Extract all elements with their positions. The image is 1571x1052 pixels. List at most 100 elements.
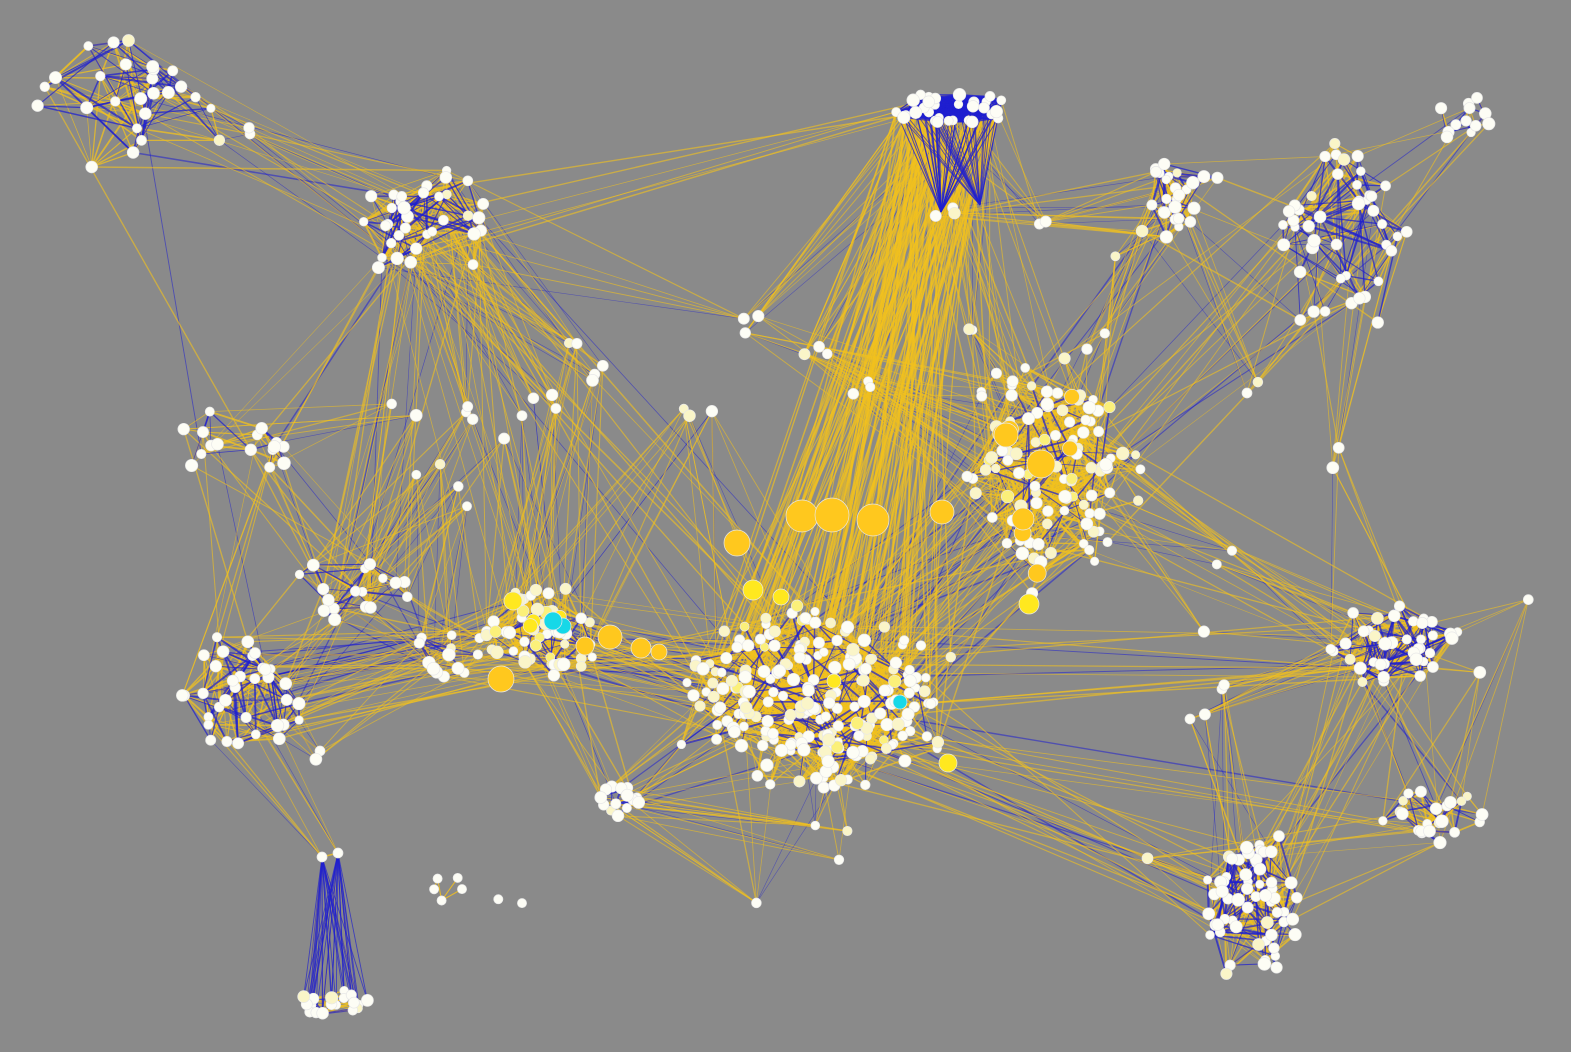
graph-node[interactable]: [122, 34, 135, 47]
graph-node[interactable]: [410, 242, 423, 255]
graph-node[interactable]: [1371, 612, 1384, 625]
graph-node[interactable]: [798, 348, 811, 361]
graph-node[interactable]: [1326, 461, 1340, 475]
graph-node[interactable]: [279, 677, 293, 690]
graph-node[interactable]: [1278, 220, 1288, 230]
graph-node[interactable]: [386, 398, 397, 410]
graph-node[interactable]: [294, 569, 305, 580]
graph-node[interactable]: [725, 674, 738, 687]
graph-node[interactable]: [438, 214, 449, 226]
graph-node[interactable]: [1416, 617, 1429, 629]
graph-node[interactable]: [1335, 273, 1346, 284]
graph-node[interactable]: [1085, 462, 1098, 474]
graph-node[interactable]: [915, 640, 927, 651]
graph-node[interactable]: [953, 99, 964, 109]
graph-node[interactable]: [451, 661, 465, 675]
graph-node[interactable]: [294, 715, 304, 725]
graph-node[interactable]: [813, 340, 825, 353]
graph-node[interactable]: [1395, 807, 1409, 821]
graph-node[interactable]: [905, 725, 916, 737]
graph-node[interactable]: [316, 1006, 329, 1020]
graph-node[interactable]: [1084, 544, 1095, 556]
graph-node[interactable]: [1150, 166, 1162, 178]
graph-node[interactable]: [317, 582, 330, 596]
graph-node[interactable]: [272, 732, 286, 746]
graph-node[interactable]: [687, 689, 700, 702]
graph-node[interactable]: [462, 501, 472, 512]
graph-node[interactable]: [879, 735, 889, 745]
graph-node[interactable]: [874, 707, 887, 720]
graph-node[interactable]: [847, 388, 860, 400]
graph-node[interactable]: [833, 854, 845, 865]
graph-node[interactable]: [517, 898, 527, 909]
graph-node[interactable]: [716, 667, 727, 678]
graph-node[interactable]: [1005, 389, 1018, 402]
graph-node[interactable]: [716, 682, 730, 696]
graph-node[interactable]: [1226, 852, 1238, 865]
graph-node[interactable]: [527, 392, 540, 404]
graph-node[interactable]: [174, 80, 188, 93]
graph-node[interactable]: [1241, 882, 1254, 895]
graph-node[interactable]: [107, 36, 120, 49]
graph-node[interactable]: [1029, 480, 1041, 492]
graph-node[interactable]: [921, 731, 933, 742]
graph-node[interactable]: [611, 809, 625, 823]
graph-node[interactable]: [1264, 845, 1278, 859]
graph-node[interactable]: [49, 71, 62, 85]
graph-node[interactable]: [309, 752, 323, 766]
graph-node[interactable]: [1135, 224, 1149, 238]
graph-node[interactable]: [1429, 802, 1443, 815]
graph-node[interactable]: [842, 657, 856, 671]
graph-node[interactable]: [1239, 868, 1253, 882]
graph-node[interactable]: [575, 660, 587, 672]
graph-node[interactable]: [767, 727, 779, 740]
graph-node[interactable]: [765, 674, 776, 684]
graph-node[interactable]: [963, 323, 975, 336]
graph-node[interactable]: [1077, 426, 1090, 439]
graph-node[interactable]: [211, 437, 224, 451]
graph-node[interactable]: [823, 696, 836, 709]
graph-node[interactable]: [880, 743, 892, 754]
graph-node[interactable]: [1373, 276, 1384, 287]
graph-node[interactable]: [434, 191, 444, 202]
graph-node[interactable]: [402, 591, 413, 603]
graph-node[interactable]: [1456, 796, 1467, 806]
graph-node[interactable]: [1332, 168, 1344, 180]
graph-node[interactable]: [979, 464, 992, 476]
graph-node[interactable]: [822, 348, 833, 360]
graph-node[interactable]: [621, 803, 632, 813]
graph-node[interactable]: [1435, 102, 1448, 115]
graph-node[interactable]: [1085, 489, 1098, 502]
graph-node[interactable]: [436, 895, 447, 906]
graph-node[interactable]: [1377, 219, 1388, 230]
graph-node[interactable]: [985, 451, 998, 464]
graph-node[interactable]: [1211, 918, 1224, 931]
graph-node[interactable]: [676, 739, 687, 750]
graph-node[interactable]: [429, 884, 440, 895]
graph-node[interactable]: [213, 134, 226, 146]
graph-node[interactable]: [1001, 538, 1013, 549]
graph-node[interactable]: [206, 103, 216, 113]
graph-node[interactable]: [203, 719, 214, 730]
graph-node[interactable]: [909, 106, 923, 119]
graph-node[interactable]: [1352, 180, 1362, 190]
graph-node[interactable]: [768, 686, 779, 698]
graph-node[interactable]: [1398, 796, 1408, 806]
graph-node[interactable]: [85, 160, 98, 174]
graph-node[interactable]: [317, 604, 331, 617]
graph-node[interactable]: [586, 374, 599, 387]
graph-node[interactable]: [620, 788, 634, 802]
graph-node[interactable]: [1286, 912, 1300, 926]
graph-node[interactable]: [198, 649, 210, 662]
graph-node[interactable]: [442, 189, 452, 200]
graph-node[interactable]: [1080, 414, 1091, 426]
graph-node[interactable]: [161, 86, 175, 99]
graph-node[interactable]: [793, 651, 806, 664]
graph-node[interactable]: [243, 122, 255, 134]
graph-node[interactable]: [834, 773, 848, 787]
graph-node[interactable]: [898, 754, 912, 768]
graph-node[interactable]: [80, 101, 94, 115]
graph-node[interactable]: [1009, 447, 1023, 461]
graph-node[interactable]: [1268, 942, 1280, 954]
